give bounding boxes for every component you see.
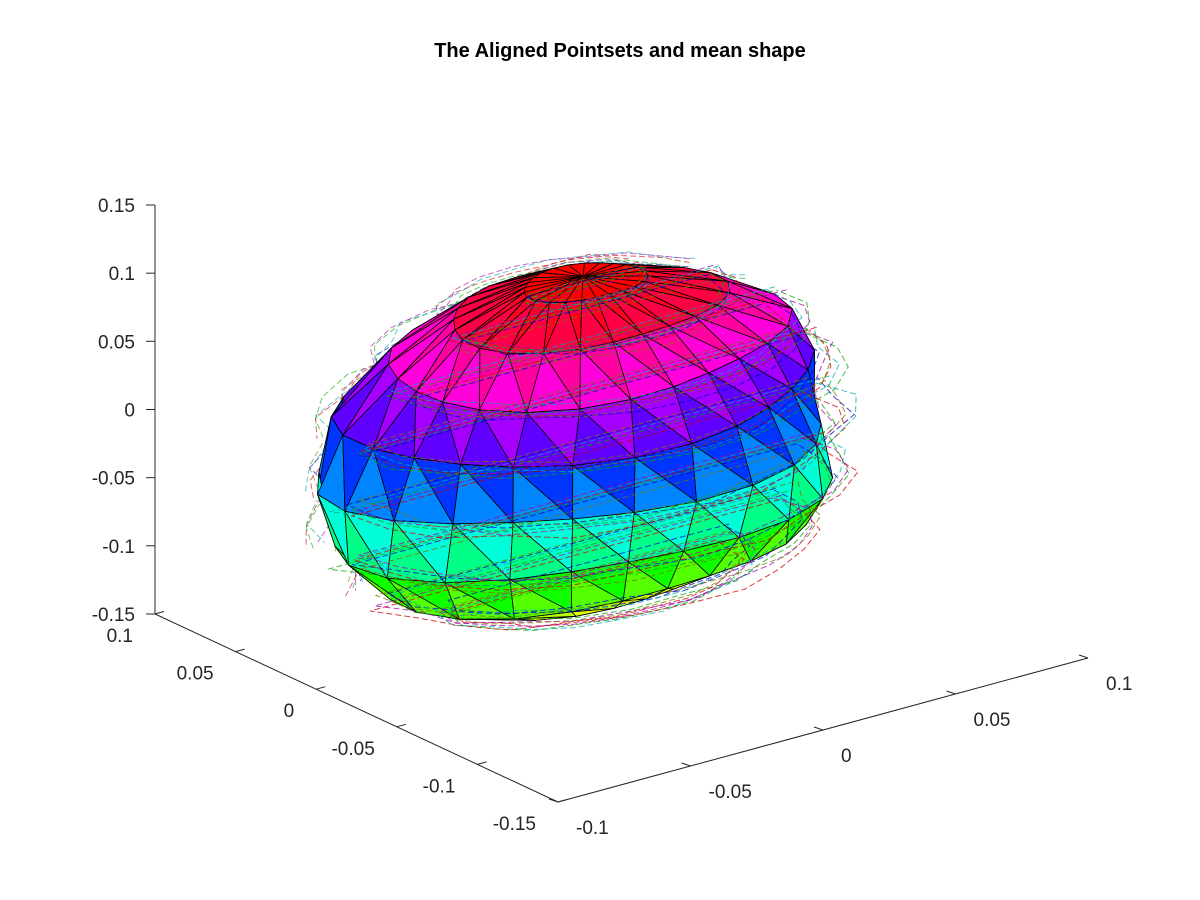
y-axis-line [154, 613, 559, 803]
x-axis-ticks: -0.1 -0.05 0 0.05 0.1 [548, 654, 1132, 839]
pointset-outline [527, 264, 648, 301]
x-tick-mark [681, 762, 691, 767]
pointset-outline [402, 301, 802, 422]
pointset-outline [436, 531, 758, 631]
pointset-outline [439, 530, 747, 625]
pointset-outline [407, 299, 795, 418]
y-tick-mark [316, 686, 326, 690]
pointset-outline [516, 259, 630, 293]
x-tick-label: -0.05 [709, 782, 752, 803]
pointset-outline [355, 386, 837, 536]
y-tick-label: -0.05 [331, 739, 374, 760]
y-tick-label: -0.15 [493, 814, 536, 835]
x-tick-label: 0 [841, 746, 852, 767]
pointset-outline [360, 448, 833, 594]
y-tick-label: 0 [284, 701, 295, 722]
y-tick-mark [477, 761, 487, 765]
z-tick-label: -0.15 [92, 605, 135, 626]
z-tick-label: 0.1 [109, 264, 135, 285]
chart-title: The Aligned Pointsets and mean shape [434, 40, 806, 62]
x-tick-mark [1078, 654, 1089, 659]
pointset-outline [450, 539, 745, 628]
pointset-outline [450, 269, 740, 354]
x-tick-label: 0.1 [1106, 674, 1132, 695]
pointset-outline [349, 387, 836, 532]
y-tick-label: 0.05 [177, 664, 214, 685]
pointset-outline [525, 270, 651, 311]
x-tick-mark [813, 726, 824, 731]
x-tick-label: -0.1 [576, 818, 609, 839]
y-tick-mark [235, 648, 245, 653]
pointset-outline [454, 281, 725, 364]
pointset-outline [345, 376, 856, 529]
pointset-outline [389, 286, 803, 407]
pointset-outline [351, 443, 839, 582]
z-tick-label: 0 [124, 401, 135, 422]
pointset-outline [369, 498, 821, 631]
pointset-outline [374, 494, 813, 624]
y-tick-mark [557, 799, 568, 803]
z-axis-ticks: -0.15 -0.1 -0.05 0 0.05 0.1 0.15 [92, 196, 155, 626]
z-tick-label: 0.05 [98, 332, 135, 353]
pointset-outline [387, 490, 812, 620]
aligned-pointsets-front [328, 261, 859, 632]
pointset-outline [367, 325, 832, 464]
pointset-outline [525, 264, 650, 303]
pointset-outline [521, 273, 651, 313]
x-tick-mark [548, 798, 559, 803]
pointset-outline [385, 289, 810, 415]
pointset-outline [438, 529, 758, 627]
pointset-outline [413, 303, 796, 418]
z-tick-label: -0.05 [92, 469, 135, 490]
pointset-outline [386, 487, 803, 615]
pointset-outline [329, 375, 857, 533]
pointset-outline [365, 328, 834, 468]
z-tick-label: 0.15 [98, 196, 135, 217]
y-tick-mark [154, 611, 165, 615]
pointset-outline [357, 433, 850, 582]
pointset-outline [304, 356, 776, 494]
pointset-outline [391, 491, 804, 617]
pointset-outline [356, 374, 847, 528]
pointset-outline [390, 289, 811, 418]
pointset-outline [353, 431, 859, 591]
pointset-outline [526, 266, 647, 306]
y-axis-ticks: -0.15 -0.1 -0.05 0 0.05 0.1 [107, 611, 568, 835]
pointset-outline [357, 332, 849, 479]
x-tick-mark [946, 690, 956, 695]
pointset-outline [328, 433, 850, 587]
pointset-outline [374, 480, 822, 619]
pointset-outline [451, 265, 731, 354]
pointset-outline [350, 389, 846, 539]
y-tick-label: 0.1 [107, 626, 133, 647]
y-tick-mark [396, 723, 406, 728]
pointset-outline [355, 432, 846, 587]
z-tick-label: -0.1 [102, 537, 135, 558]
x-tick-label: 0.05 [974, 710, 1011, 731]
y-tick-label: -0.1 [423, 776, 456, 797]
pointset-outline [362, 326, 841, 473]
